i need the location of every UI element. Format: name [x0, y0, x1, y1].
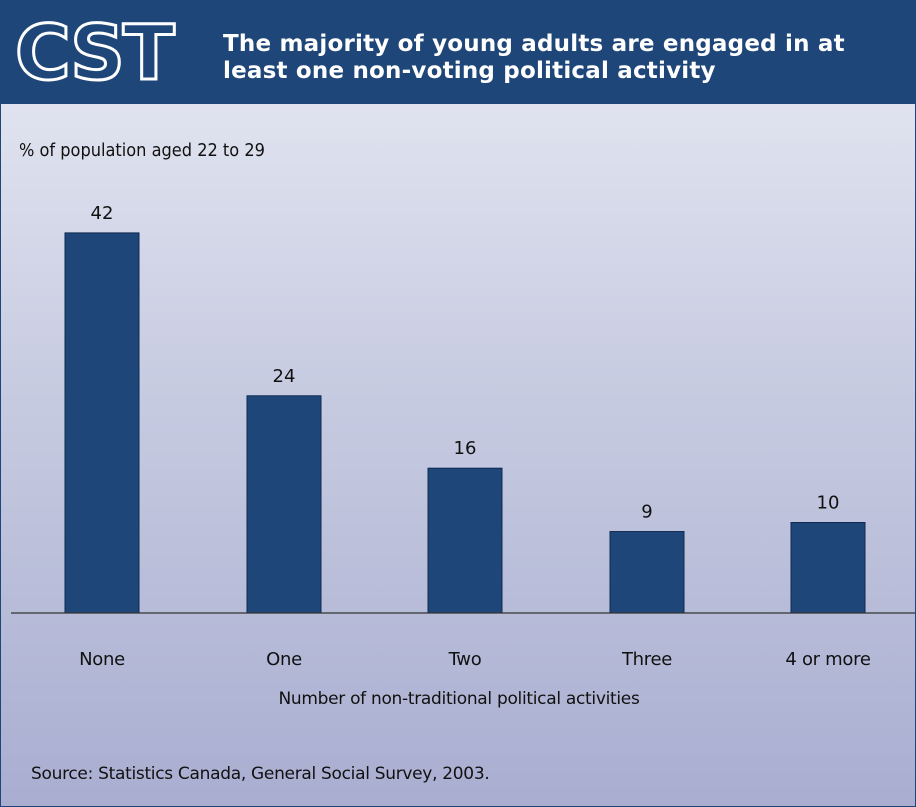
cst-logo: CST [15, 13, 205, 91]
x-axis-title: Number of non-traditional political acti… [278, 689, 640, 709]
category-label-0: None [79, 649, 125, 670]
bar-2 [427, 467, 503, 614]
bar-value-label-3: 9 [641, 502, 652, 523]
chart-header: CST The majority of young adults are eng… [1, 1, 915, 104]
bar-value-label-1: 24 [273, 366, 296, 387]
bar-value-label-0: 42 [91, 203, 114, 224]
chart-title: The majority of young adults are engaged… [223, 31, 845, 84]
bar-4 [790, 522, 866, 614]
y-units-label: % of population aged 22 to 29 [19, 140, 265, 161]
bar-3 [609, 531, 685, 614]
category-label-3: Three [621, 649, 672, 670]
bar-value-label-4: 10 [817, 493, 840, 514]
bar-1 [246, 395, 322, 614]
category-label-2: Two [448, 649, 482, 670]
logo-text: CST [15, 13, 175, 91]
bar-value-label-2: 16 [454, 438, 477, 459]
category-label-1: One [266, 649, 302, 670]
category-label-4: 4 or more [785, 649, 870, 670]
bar-0 [64, 232, 140, 614]
source-note: Source: Statistics Canada, General Socia… [31, 764, 490, 784]
